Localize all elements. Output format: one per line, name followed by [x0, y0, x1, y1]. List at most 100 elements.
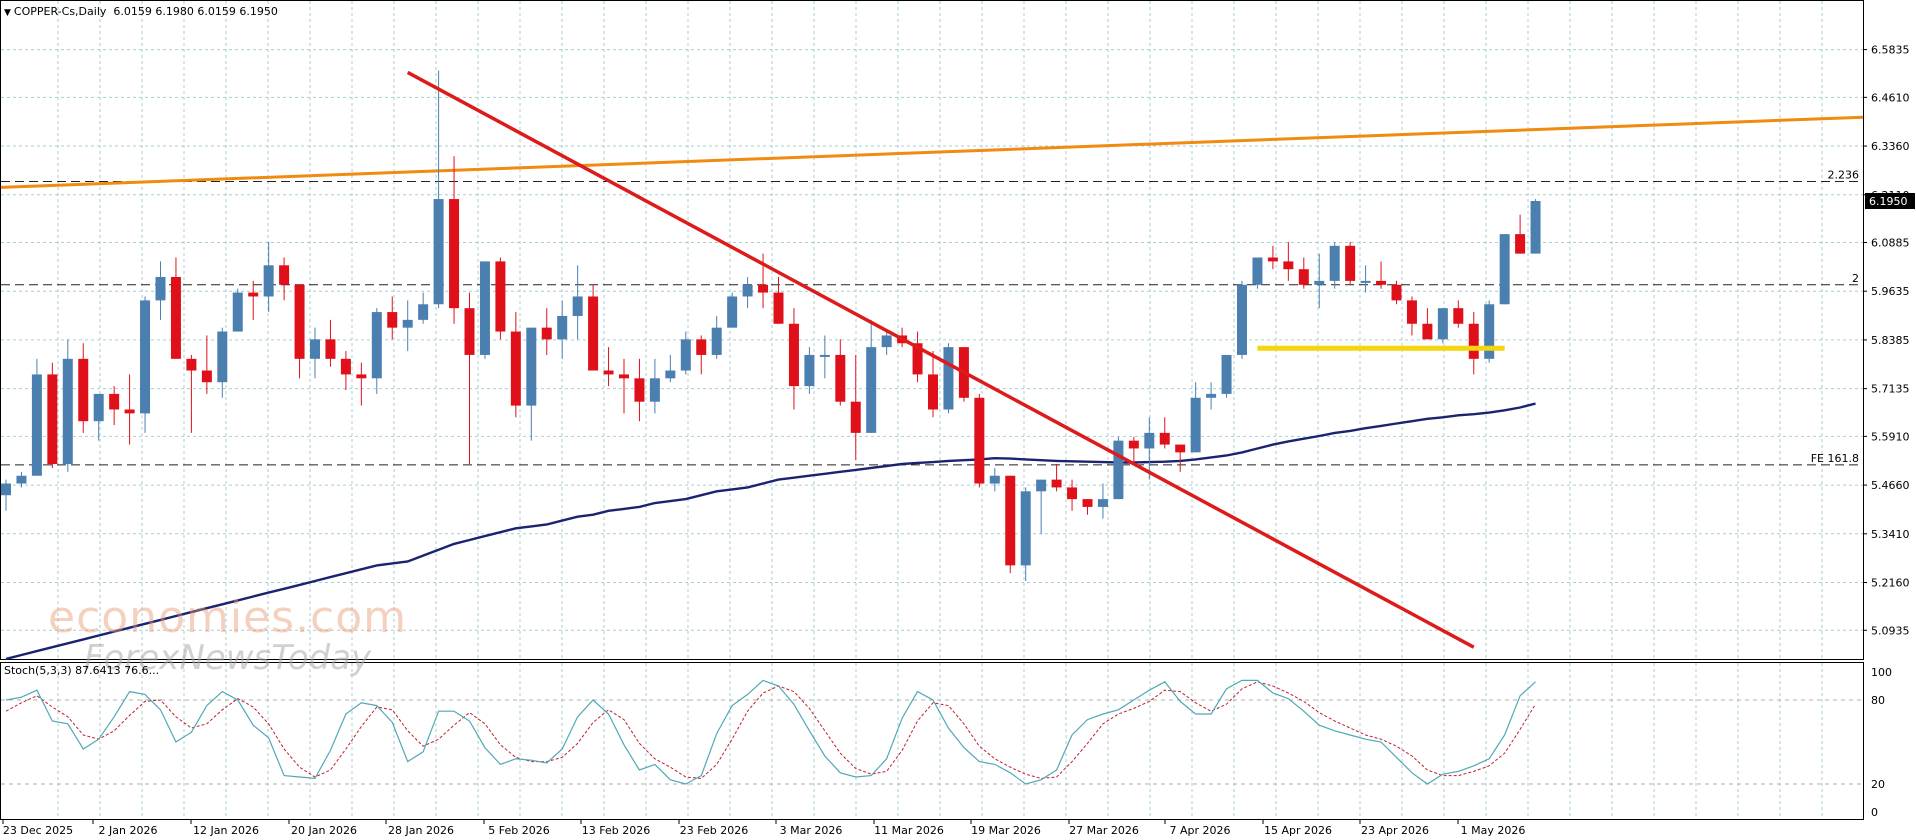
- y-tick-label: 5.9635: [1871, 285, 1910, 298]
- candle-body: [1082, 499, 1093, 507]
- x-tick-label: 20 Jan 2026: [291, 824, 357, 837]
- candle-body: [140, 300, 151, 414]
- y-tick-label: 6.0885: [1871, 237, 1910, 250]
- x-tick-label: 23 Dec 2025: [3, 824, 73, 837]
- price-levels: 2.236 2 FE 161.8: [1, 169, 1863, 466]
- candle-body: [1252, 257, 1263, 285]
- candle-body: [665, 370, 676, 379]
- candle-body: [93, 393, 104, 422]
- candle-body: [62, 358, 73, 465]
- candle-body: [294, 284, 305, 359]
- candle-body: [711, 327, 722, 355]
- x-tick-label: 27 Mar 2026: [1069, 824, 1139, 837]
- x-tick-label: 7 Apr 2026: [1169, 824, 1230, 837]
- stoch-tick-label: 20: [1871, 778, 1885, 791]
- grid: [1, 1, 1863, 819]
- candle-body: [155, 276, 166, 301]
- candle-body: [1515, 234, 1526, 254]
- candle-body: [850, 401, 861, 433]
- candle-body: [1283, 261, 1294, 270]
- candle-body: [1206, 393, 1217, 398]
- x-tick-label: 5 Feb 2026: [488, 824, 549, 837]
- candle-body: [526, 327, 537, 406]
- candle-body: [603, 370, 614, 375]
- candle-body: [1499, 234, 1510, 305]
- long-moving-average: [0, 115, 1864, 189]
- candle-body: [742, 284, 753, 297]
- candle-body: [1190, 397, 1201, 453]
- candle-body: [1468, 323, 1479, 359]
- candle-body: [1020, 491, 1031, 566]
- candle-body: [1051, 479, 1062, 488]
- candle-body: [696, 339, 707, 355]
- trend-lines: [406, 70, 1505, 649]
- y-tick-label: 5.2160: [1871, 577, 1910, 590]
- x-tick-label: 13 Feb 2026: [582, 824, 650, 837]
- x-tick-label: 19 Mar 2026: [971, 824, 1041, 837]
- candle-body: [279, 265, 290, 285]
- stoch-main-line: [5, 679, 1536, 785]
- candle-body: [773, 292, 784, 324]
- candle-body: [557, 315, 568, 340]
- candle-body: [186, 358, 197, 371]
- stochastic-oscillator: 100 80 20 0: [1, 666, 1892, 819]
- y-tick-label: 5.8385: [1871, 334, 1910, 347]
- candle-body: [418, 304, 429, 320]
- y-tick-label: 6.3360: [1871, 140, 1910, 153]
- y-tick-label: 6.4610: [1871, 91, 1910, 104]
- current-price-tag: [1865, 193, 1915, 210]
- candle-body: [572, 296, 583, 316]
- y-tick-label: 6.5835: [1871, 44, 1910, 57]
- candle-body: [1221, 354, 1232, 394]
- candle-body: [1360, 280, 1371, 283]
- y-tick-label: 5.7135: [1871, 383, 1910, 396]
- candle-body: [1484, 304, 1495, 359]
- candle-body: [788, 323, 799, 387]
- candle-body: [1097, 499, 1108, 507]
- candle-body: [835, 354, 846, 402]
- level-label: 2.236: [1828, 169, 1860, 182]
- chart-header: ▼ COPPER-Cs,Daily 6.0159 6.1980 6.0159 6.…: [4, 5, 278, 18]
- stoch-panel: [0, 662, 1864, 820]
- candle-body: [819, 354, 830, 357]
- candle-body: [47, 374, 58, 465]
- candle-body: [402, 319, 413, 328]
- candle-body: [1298, 269, 1309, 285]
- candle-body: [201, 370, 212, 383]
- candle-body: [912, 343, 923, 375]
- candle-body: [433, 199, 444, 305]
- moving-average: [5, 402, 1536, 661]
- candle-body: [263, 265, 274, 297]
- price-axis[interactable]: 6.58356.46106.33606.21106.08855.96355.83…: [1863, 44, 1915, 638]
- candle-body: [124, 409, 135, 414]
- x-tick-label: 28 Jan 2026: [388, 824, 454, 837]
- candle-body: [387, 312, 398, 328]
- time-axis[interactable]: 23 Dec 2025 2 Jan 2026 12 Jan 2026 20 Jan 2…: [2, 819, 1526, 837]
- y-tick-label: 5.0935: [1871, 624, 1910, 637]
- candle-body: [758, 284, 769, 293]
- candle-body: [649, 378, 660, 402]
- collapse-triangle-icon[interactable]: ▼: [4, 8, 11, 18]
- candle-body: [1314, 280, 1325, 285]
- candle-body: [1267, 257, 1278, 262]
- stoch-tick-label: 80: [1871, 694, 1885, 707]
- candle-body: [449, 199, 460, 309]
- candle-body: [1128, 440, 1139, 449]
- candle-body: [510, 331, 521, 406]
- candle-body: [217, 331, 228, 383]
- candle-body: [248, 292, 259, 297]
- candles: [1, 70, 1541, 581]
- candle-body: [1437, 308, 1448, 340]
- candle-body: [974, 397, 985, 484]
- candle-body: [928, 374, 938, 410]
- candle-body: [1036, 479, 1047, 492]
- x-tick-label: 1 May 2026: [1461, 824, 1526, 837]
- candle-body: [325, 339, 336, 359]
- candle-body: [1345, 245, 1356, 281]
- candle-body: [727, 296, 738, 328]
- candle-body: [109, 393, 120, 410]
- candle-body: [479, 261, 490, 355]
- x-tick-label: 23 Apr 2026: [1361, 824, 1429, 837]
- candle-body: [989, 475, 1000, 484]
